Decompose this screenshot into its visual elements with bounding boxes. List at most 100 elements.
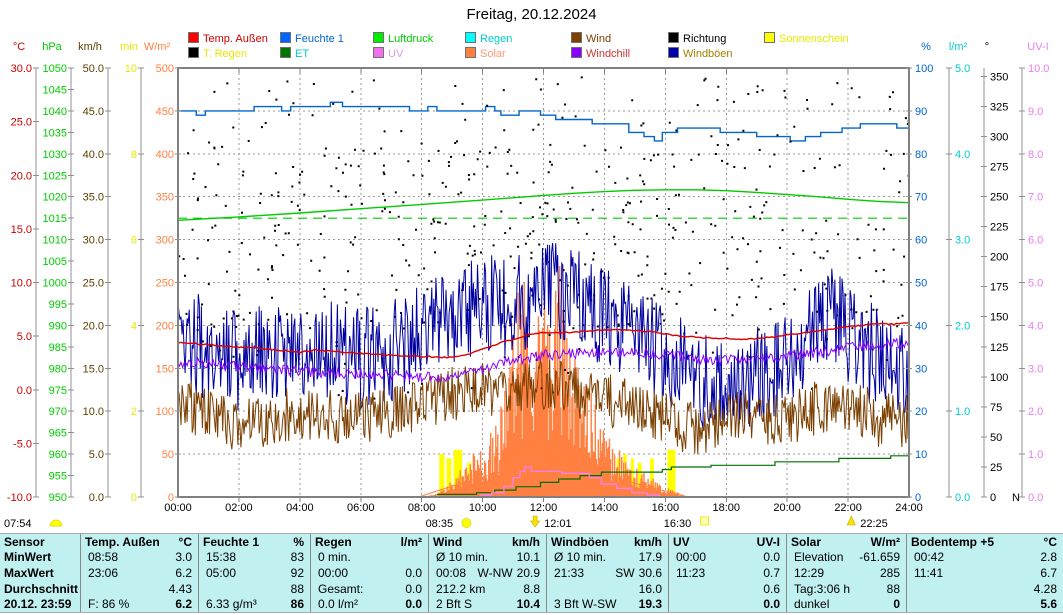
stats-cell-row: 11:23 0.7 [676, 565, 780, 580]
legend-item-et: ET [280, 47, 310, 60]
axis-tick-label: 980 [49, 363, 67, 375]
axis-right-lm2: l/m² 5.0 4.0 3.0 2.0 1.0 0.0 [946, 41, 970, 504]
axis-tick-label: 30.0 [11, 63, 32, 75]
axis-tick-label: min [120, 41, 138, 53]
axis-tick-label: 07:54 [4, 518, 32, 530]
axis-left-min: min 10 8 6 4 2 0 [120, 41, 144, 504]
sunrise-icon [49, 519, 63, 527]
axis-tick-label: 2 [131, 406, 137, 418]
axis-tick-label: 225 [990, 222, 1008, 234]
axis-tick-label: 100 [915, 63, 933, 75]
stats-cell-row: 00:08 W-NW 20.9 [436, 565, 540, 580]
axis-tick-label: 14:00 [591, 502, 619, 514]
stats-cell-row: Gesamt: 0.0 [318, 581, 422, 596]
axis-tick-label: 10.0 [1028, 63, 1049, 75]
stats-header: Feuchte 1% [203, 534, 304, 549]
axis-tick-label: 325 [990, 101, 1008, 113]
axis-tick-label: 250 [156, 278, 174, 290]
axis-tick-label: 06:00 [347, 502, 375, 514]
axis-tick-label: 2.0 [955, 320, 970, 332]
axis-tick-label: 5.0 [17, 331, 32, 343]
axis-tick-label: 125 [990, 342, 1008, 354]
series-wind [177, 359, 910, 455]
stats-cell-row: dunkel 0 [794, 597, 900, 612]
axis-tick-label: 100 [990, 372, 1008, 384]
stats-row-label: MaxWert [4, 565, 54, 580]
axis-tick-label: 985 [49, 342, 67, 354]
axis-left-c: °C 30.0 25.0 20.0 15.0 10.0 5.0 0.0 -5.0 -10.0 [7, 41, 39, 504]
legend-item-windchill: Windchill [571, 47, 630, 60]
solar-noon-icon [530, 515, 541, 528]
axis-tick-label: 60 [915, 235, 927, 247]
stats-cell-row: 3 Bft W-SW 19.3 [554, 597, 662, 612]
series-sonnenh-he [418, 465, 689, 498]
stats-column-uv: UV UV-I 00:00 0.0 11:23 0.7 0.6 0.0 [668, 534, 786, 612]
axis-tick-label: 2.0 [1028, 406, 1043, 418]
axis-tick-label: 960 [49, 449, 67, 461]
axis-left-hpa: hPa 1050 1045 1040 1035 1030 1025 1020 1015 1010 1… [42, 41, 74, 504]
legend-label: Regen [480, 33, 513, 45]
legend-label: ET [295, 48, 310, 60]
stats-cell-row: 6.33 g/m³ 86 [206, 597, 304, 612]
legend-label: Temp. Außen [203, 33, 268, 45]
legend-swatch-icon [465, 47, 476, 58]
axis-tick-label: 20.0 [83, 320, 104, 332]
stats-header: Bodentemp +5 °C [911, 534, 1057, 549]
legend-label: Richtung [683, 33, 727, 45]
axis-tick-label: 25 [990, 462, 1002, 474]
axis-tick-label: 5.0 [955, 63, 970, 75]
edge-ticks [238, 68, 849, 502]
axis-tick-label: 50.0 [83, 63, 104, 75]
axis-tick-label: 965 [49, 428, 67, 440]
axis-tick-label: 0.0 [955, 492, 970, 504]
legend-item-richtung: Richtung [668, 32, 727, 45]
stats-row-label: Durchschnitt [4, 581, 79, 596]
axis-tick-label: 8 [131, 149, 137, 161]
legend-label: Wind [586, 33, 612, 45]
axis-tick-label: 08:00 [408, 502, 436, 514]
axis-tick-label: 350 [990, 71, 1008, 83]
axis-tick-label: 1030 [43, 149, 67, 161]
axis-right-uvi: UV-I 10.0 9.0 8.0 7.0 6.0 5.0 4.0 3.0 2.0 1.0 0.0 [1019, 41, 1049, 504]
stats-cell-row: Ø 10 min. 10.1 [436, 550, 540, 565]
sunset-icon [700, 516, 709, 526]
axis-tick-label: 0 [168, 492, 174, 504]
axis-tick-label: 1.0 [1028, 449, 1043, 461]
stats-cell-row: F: 86 % 6.2 [88, 597, 192, 612]
legend-swatch-icon [280, 47, 291, 58]
axis-tick-label: 4 [131, 320, 137, 332]
axis-tick-label: 100 [156, 406, 174, 418]
stats-column-labels: Sensor MinWert MaxWert Durchschnitt 20.12. 2… [0, 534, 80, 612]
legend-swatch-icon [668, 32, 679, 43]
axis-tick-label: 10:00 [469, 502, 497, 514]
axis-tick-label: UV-I [1027, 41, 1048, 53]
axis-tick-label: 1015 [43, 213, 67, 225]
axis-tick-label: 7.0 [1028, 192, 1043, 204]
legend-swatch-icon [280, 32, 291, 43]
axis-tick-label: 950 [49, 492, 67, 504]
stats-cell-row: Tag:3:06 h 88 [794, 581, 900, 596]
stats-cell-row: 11:41 6.7 [914, 565, 1057, 580]
axis-tick-label: 150 [990, 312, 1008, 324]
axis-tick-label: 450 [156, 106, 174, 118]
stats-cell-row: 00:00 0.0 [318, 565, 422, 580]
stats-header: Windböen km/h [551, 534, 662, 549]
axis-tick-label: 1010 [43, 235, 67, 247]
axis-tick-label: 1050 [43, 63, 67, 75]
legend-swatch-icon [764, 32, 775, 43]
axis-tick-label: 0 [915, 492, 921, 504]
axis-tick-label: 6.0 [1028, 235, 1043, 247]
stats-column-regen: Regen l/m² 0 min. 00:00 0.0 Gesamt: 0.0 0.0 l/m… [310, 534, 428, 612]
axis-tick-label: 10 [915, 449, 927, 461]
axis-tick-label: 30 [915, 363, 927, 375]
axis-tick-label: 0.0 [89, 492, 104, 504]
axis-tick-label: °C [13, 41, 25, 53]
axis-tick-label: 3.0 [955, 235, 970, 247]
stats-column-wind: Wind km/h Ø 10 min. 10.1 00:08 W-NW 20.9 212.2 … [428, 534, 546, 612]
stats-cell-row: 08:58 3.0 [88, 550, 192, 565]
legend-swatch-icon [571, 47, 582, 58]
legend-swatch-icon [465, 32, 476, 43]
axis-tick-label: km/h [78, 41, 102, 53]
legend-label: Sonnenschein [779, 33, 849, 45]
